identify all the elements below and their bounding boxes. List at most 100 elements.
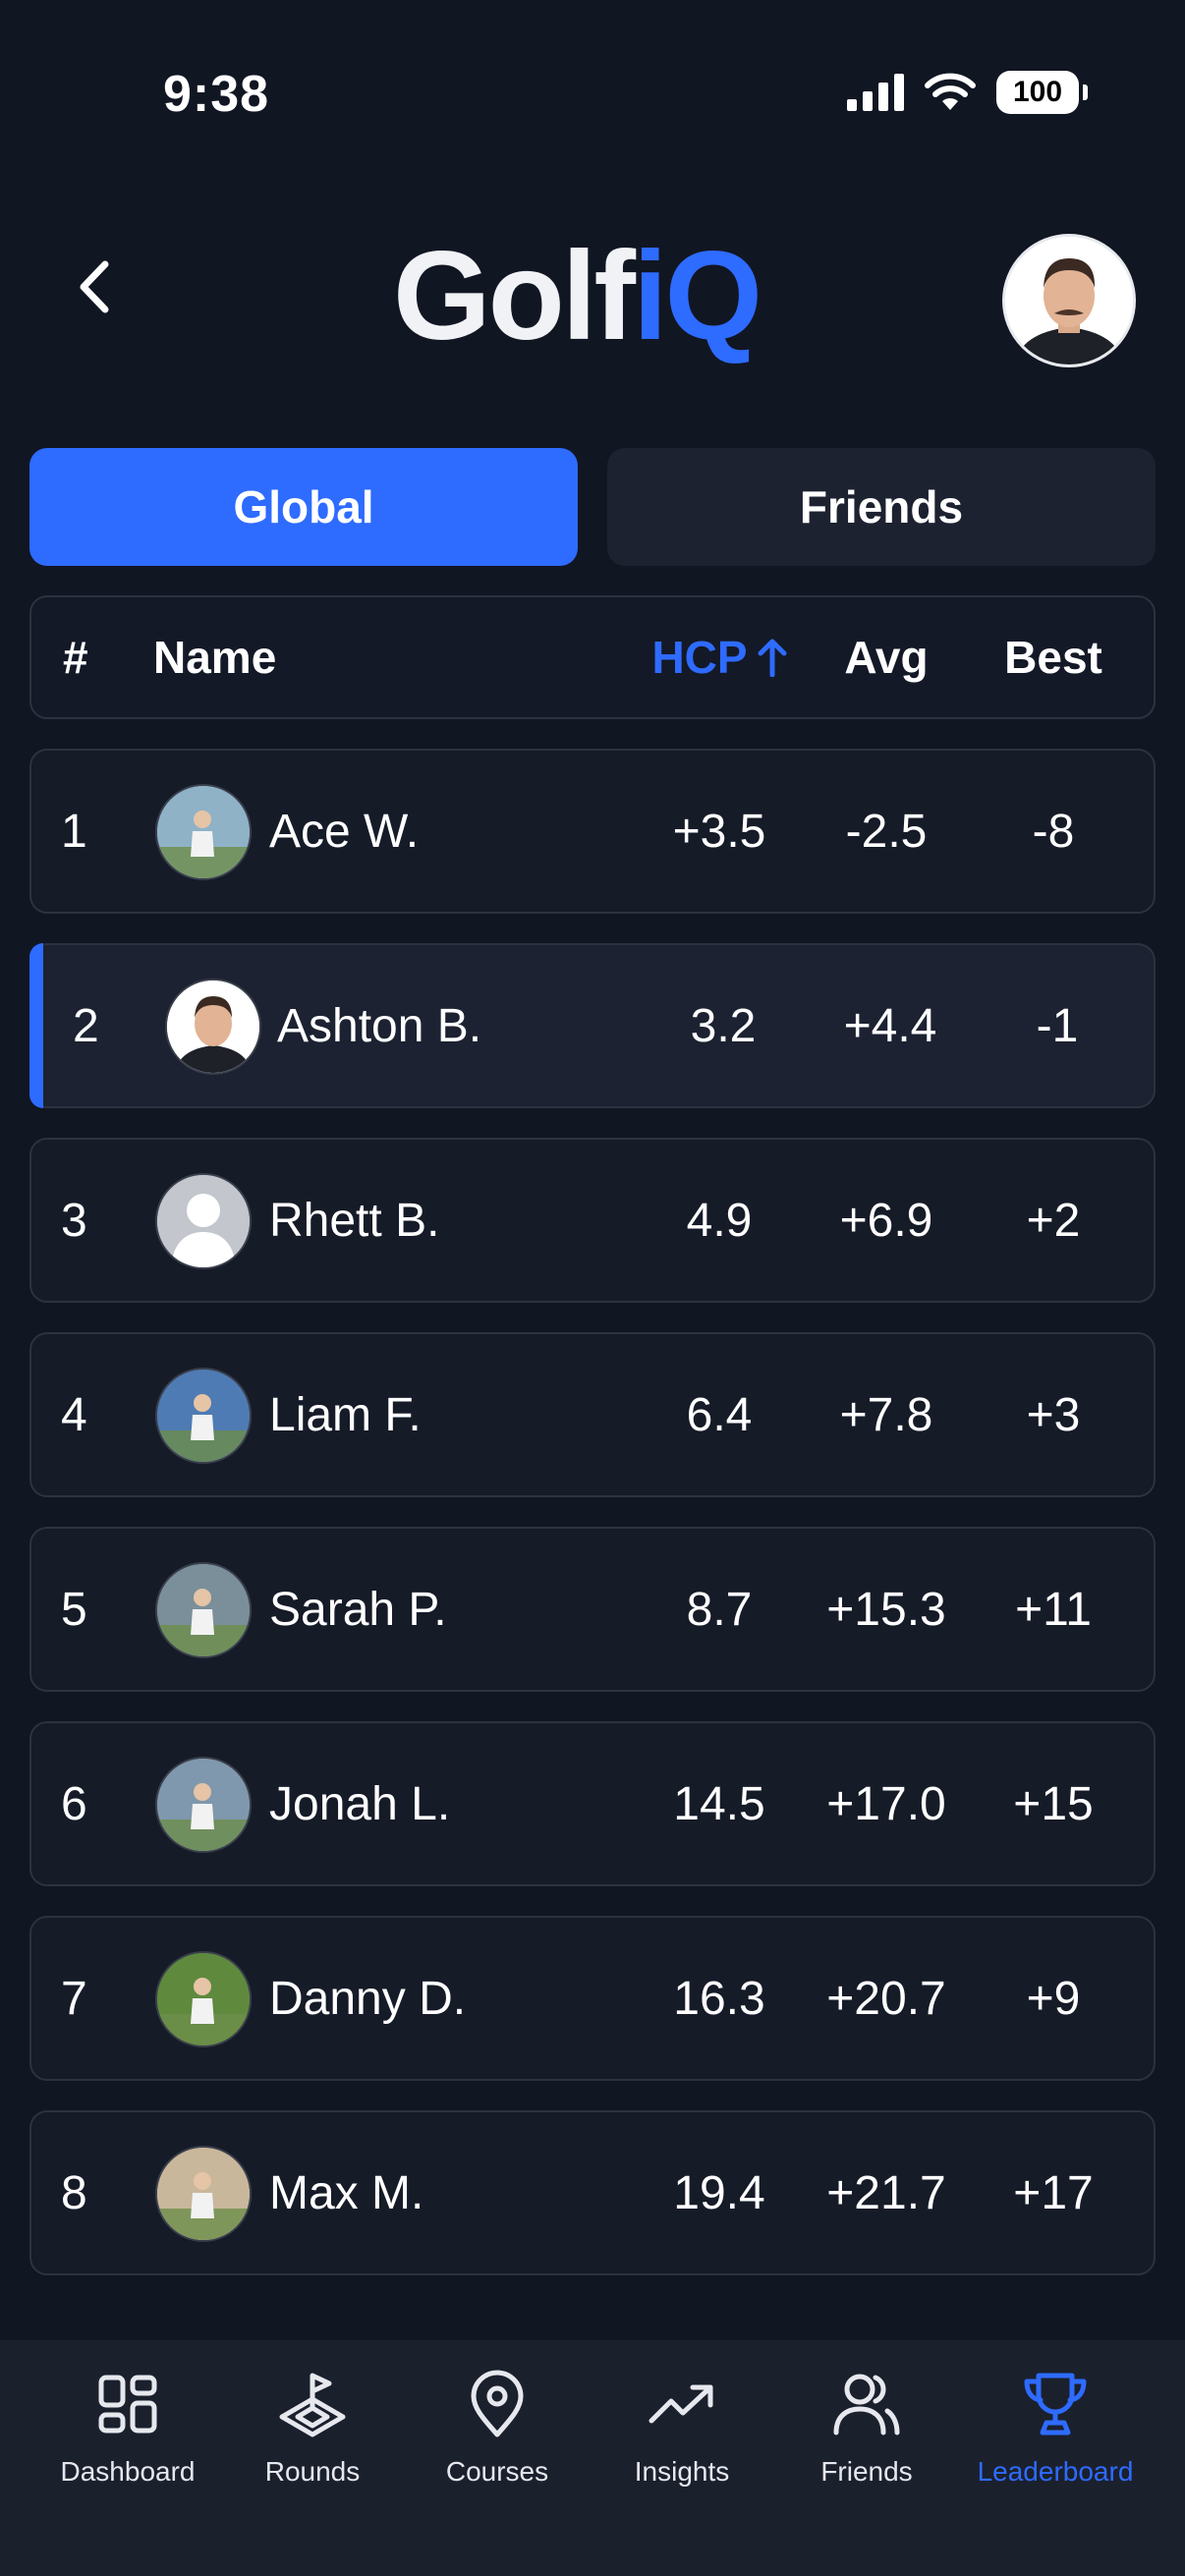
row-avatar[interactable] — [155, 784, 252, 880]
map-pin-icon — [463, 2370, 532, 2438]
row-avatar[interactable] — [155, 1951, 252, 2047]
row-avatar[interactable] — [155, 1757, 252, 1853]
table-row[interactable]: 1 Ace W. +3.5 -2.5 -8 — [29, 749, 1156, 914]
nav-rounds[interactable]: Rounds — [220, 2370, 405, 2497]
row-avatar[interactable] — [155, 2146, 252, 2242]
nav-dashboard-label: Dashboard — [60, 2456, 196, 2487]
row-name: Sarah P. — [269, 1583, 447, 1636]
row-hcp: 19.4 — [673, 2166, 765, 2219]
table-row[interactable]: 2 Ashton B. 3.2 +4.4 -1 — [29, 943, 1156, 1108]
row-avg: +17.0 — [826, 1777, 946, 1830]
row-rank: 1 — [61, 805, 87, 858]
row-rank: 7 — [61, 1972, 87, 2025]
table-row[interactable]: 5 Sarah P. 8.7 +15.3 +11 — [29, 1527, 1156, 1692]
row-avatar[interactable] — [155, 1173, 252, 1269]
header-best[interactable]: Best — [1004, 632, 1102, 683]
row-hcp: 3.2 — [690, 999, 757, 1052]
row-best: -8 — [1032, 805, 1075, 858]
row-hcp: 16.3 — [673, 1972, 765, 2025]
nav-friends[interactable]: Friends — [774, 2370, 959, 2497]
row-best: +17 — [1013, 2166, 1094, 2219]
table-row[interactable]: 4 Liam F. 6.4 +7.8 +3 — [29, 1332, 1156, 1497]
golfer-photo-icon — [157, 1370, 250, 1462]
tab-global[interactable]: Global — [29, 448, 578, 566]
row-best: +11 — [1015, 1583, 1092, 1636]
back-button[interactable] — [65, 257, 124, 316]
app-header: Golf iQ — [0, 177, 1185, 417]
row-rank: 8 — [61, 2166, 87, 2219]
profile-avatar[interactable] — [1002, 234, 1136, 367]
row-best: +2 — [1026, 1194, 1081, 1247]
row-hcp: 6.4 — [686, 1388, 753, 1441]
row-rank: 4 — [61, 1388, 87, 1441]
header-hcp[interactable]: HCP — [631, 597, 808, 717]
nav-insights[interactable]: Insights — [590, 2370, 774, 2497]
row-avg: +21.7 — [826, 2166, 946, 2219]
row-avatar[interactable] — [165, 979, 261, 1075]
nav-courses-label: Courses — [445, 2456, 549, 2487]
table-row[interactable]: 3 Rhett B. 4.9 +6.9 +2 — [29, 1138, 1156, 1303]
trophy-icon — [1021, 2370, 1090, 2438]
battery-indicator: 100 — [996, 71, 1088, 114]
header-rank[interactable]: # — [63, 632, 88, 683]
row-name: Liam F. — [269, 1388, 422, 1441]
dashboard-icon — [93, 2370, 162, 2438]
row-best: -1 — [1036, 999, 1079, 1052]
nav-dashboard[interactable]: Dashboard — [35, 2370, 220, 2497]
arrow-up-icon — [758, 639, 787, 677]
row-avatar[interactable] — [155, 1562, 252, 1658]
row-avg: +6.9 — [839, 1194, 933, 1247]
row-name: Ashton B. — [277, 999, 482, 1052]
status-time: 9:38 — [163, 66, 270, 123]
row-rank: 5 — [61, 1583, 87, 1636]
default-user-icon — [157, 1175, 250, 1267]
status-icons: 100 — [847, 71, 1088, 114]
nav-insights-label: Insights — [634, 2456, 730, 2487]
nav-rounds-label: Rounds — [264, 2456, 361, 2487]
row-hcp: 4.9 — [686, 1194, 753, 1247]
row-name: Max M. — [269, 2166, 424, 2219]
row-best: +3 — [1026, 1388, 1081, 1441]
row-rank: 3 — [61, 1194, 87, 1247]
table-row[interactable]: 8 Max M. 19.4 +21.7 +17 — [29, 2110, 1156, 2275]
table-row[interactable]: 7 Danny D. 16.3 +20.7 +9 — [29, 1916, 1156, 2081]
row-name: Jonah L. — [269, 1777, 451, 1830]
nav-courses[interactable]: Courses — [405, 2370, 590, 2497]
chevron-left-icon — [80, 260, 109, 313]
row-hcp: 8.7 — [686, 1583, 753, 1636]
logo-golf: Golf — [393, 226, 636, 366]
row-best: +9 — [1026, 1972, 1081, 2025]
row-avg: +15.3 — [826, 1583, 946, 1636]
row-avg: +4.4 — [843, 999, 937, 1052]
friends-icon — [832, 2370, 901, 2438]
nav-leaderboard[interactable]: Leaderboard — [963, 2370, 1148, 2497]
golf-ball-photo-icon — [157, 1953, 250, 2045]
row-hcp: +3.5 — [672, 805, 766, 858]
nav-leaderboard-label: Leaderboard — [977, 2456, 1134, 2487]
bottom-nav: Dashboard Rounds Courses Insights — [0, 2340, 1185, 2576]
tab-friends[interactable]: Friends — [607, 448, 1156, 566]
person-photo-icon — [167, 980, 259, 1073]
row-name: Danny D. — [269, 1972, 467, 2025]
header-avg[interactable]: Avg — [844, 632, 929, 683]
golfer-photo-icon — [157, 2148, 250, 2240]
nav-friends-label: Friends — [820, 2456, 913, 2487]
flag-green-icon — [278, 2370, 347, 2438]
header-hcp-label: HCP — [651, 632, 748, 683]
trend-up-icon — [648, 2370, 716, 2438]
group-photo-icon — [157, 1759, 250, 1851]
row-rank: 2 — [73, 999, 99, 1052]
logo-iq: iQ — [632, 226, 762, 366]
app-logo: Golf iQ — [393, 224, 762, 366]
row-hcp: 14.5 — [673, 1777, 765, 1830]
row-rank: 6 — [61, 1777, 87, 1830]
header-name[interactable]: Name — [153, 632, 277, 683]
status-bar: 9:38 100 — [0, 0, 1185, 177]
row-best: +15 — [1013, 1777, 1094, 1830]
table-row[interactable]: 6 Jonah L. 14.5 +17.0 +15 — [29, 1721, 1156, 1886]
row-avatar[interactable] — [155, 1368, 252, 1464]
row-name: Ace W. — [269, 805, 420, 858]
signal-icon — [847, 74, 904, 111]
row-avg: -2.5 — [845, 805, 928, 858]
row-avg: +20.7 — [826, 1972, 946, 2025]
